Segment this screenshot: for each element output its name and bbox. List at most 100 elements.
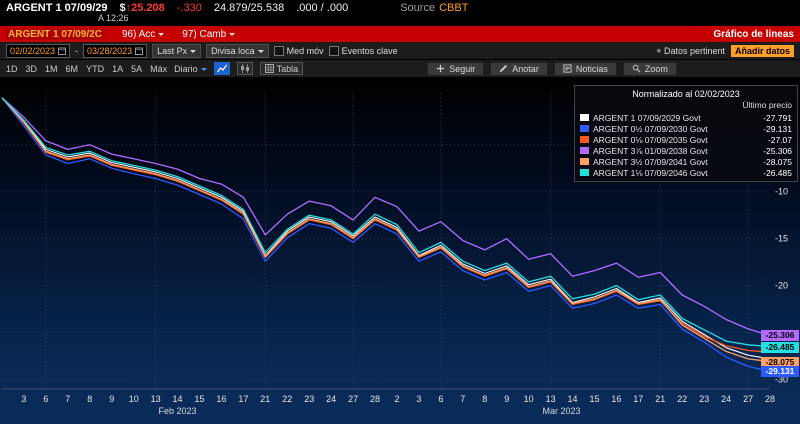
plus-icon xyxy=(436,64,445,73)
x-axis-tick-label: 10 xyxy=(129,394,139,404)
menu-97-cambiar[interactable]: 97) Camb xyxy=(182,29,235,40)
table-icon xyxy=(264,64,274,73)
range-button-3d[interactable]: 3D xyxy=(25,63,38,74)
x-axis-tick-label: 16 xyxy=(611,394,621,404)
x-axis-tick-label: 22 xyxy=(282,394,292,404)
series-color-swatch-icon xyxy=(580,136,589,143)
magnifier-icon xyxy=(632,64,641,73)
chart-area: 3 6 7 8 9 10 13 14 15 16 17 21 22 23 24 27 28 2 3 6 7 8 9 10 13 1… xyxy=(0,77,800,424)
source-label: Source xyxy=(400,2,436,14)
date-from-value: 02/02/2023 xyxy=(10,45,56,56)
last-price-badge: -28.075 xyxy=(761,357,799,368)
x-axis-tick-label: 14 xyxy=(567,394,577,404)
range-button-ytd[interactable]: YTD xyxy=(86,63,105,74)
x-axis-month-label: Feb 2023 xyxy=(158,406,196,416)
range-button-1d[interactable]: 1D xyxy=(6,63,18,74)
x-axis-tick-label: 14 xyxy=(172,394,182,404)
x-axis-tick-label: 21 xyxy=(260,394,270,404)
legend-rows: ARGENT 1 07/09/2029 Govt -27.791 ARGENT 0½… xyxy=(580,112,792,178)
date-to-input[interactable]: 03/28/2023 xyxy=(83,43,148,58)
x-axis-tick-label: 13 xyxy=(546,394,556,404)
button-label: Seguir xyxy=(449,63,476,74)
x-axis-tick-label: 8 xyxy=(87,394,92,404)
screen-title: Gráfico de líneas xyxy=(713,28,794,40)
noticias-button[interactable]: Noticias xyxy=(553,61,617,76)
date-separator: - xyxy=(75,45,79,56)
legend-row[interactable]: ARGENT 0⅛ 07/09/2035 Govt -27.07 xyxy=(580,134,792,145)
series-line-0 xyxy=(1,97,771,360)
legend-last-price: -27.791 xyxy=(763,112,792,123)
button-label: Zoom xyxy=(644,63,668,74)
checkbox-icon xyxy=(273,45,284,56)
x-axis-tick-label: 27 xyxy=(348,394,358,404)
add-data-button[interactable]: Añadir datos xyxy=(730,44,794,57)
series-color-swatch-icon xyxy=(580,114,589,121)
legend-row[interactable]: ARGENT 3½ 07/09/2041 Govt -28.075 xyxy=(580,156,792,167)
quote-source: Source CBBT xyxy=(400,2,468,14)
moving-average-toggle[interactable]: Med móv xyxy=(273,45,324,56)
button-label: Anotar xyxy=(512,63,539,74)
legend-last-price: -25.306 xyxy=(763,145,792,156)
table-button[interactable]: Tabla xyxy=(259,62,304,75)
range-button-mx[interactable]: Máx xyxy=(150,63,168,74)
series-color-swatch-icon xyxy=(580,125,589,132)
frequency-dropdown[interactable]: Diario xyxy=(174,64,207,74)
anotar-button[interactable]: Anotar xyxy=(490,61,548,76)
seguir-button[interactable]: Seguir xyxy=(427,61,485,76)
x-axis-tick-label: 13 xyxy=(151,394,161,404)
chart-plot-area[interactable]: 3 6 7 8 9 10 13 14 15 16 17 21 22 23 24 27 28 2 3 6 7 8 9 10 13 1… xyxy=(0,77,800,424)
legend-row[interactable]: ARGENT 3⅞ 01/09/2038 Govt -25.306 xyxy=(580,145,792,156)
x-axis-tick-label: 10 xyxy=(524,394,534,404)
legend-row[interactable]: ARGENT 1 07/09/2029 Govt -27.791 xyxy=(580,112,792,123)
legend-row[interactable]: ARGENT 0½ 07/09/2030 Govt -29.131 xyxy=(580,123,792,134)
y-axis-label: -10 xyxy=(775,187,788,197)
legend-series-name: ARGENT 0⅛ 07/09/2035 Govt xyxy=(593,134,708,145)
function-title-bar: ARGENT 1 07/09/2C 96) Acc 97) Camb Gráfi… xyxy=(0,26,800,42)
series-line-3 xyxy=(1,97,771,337)
related-data-link[interactable]: + Datos pertinent xyxy=(656,45,725,56)
quote-bid-ask: 24.879/25.538 xyxy=(213,2,285,14)
x-axis-tick-label: 9 xyxy=(109,394,114,404)
legend-row[interactable]: ARGENT 1⅛ 07/09/2046 Govt -26.485 xyxy=(580,167,792,178)
range-button-6m[interactable]: 6M xyxy=(65,63,79,74)
candle-chart-type-button[interactable] xyxy=(236,62,253,75)
range-button-5a[interactable]: 5A xyxy=(131,63,143,74)
chart-legend: Normalizado al 02/02/2023 Último precio … xyxy=(574,85,798,182)
price-type-dropdown[interactable]: Last Px xyxy=(152,43,202,58)
pencil-icon xyxy=(499,64,508,73)
series-line-1 xyxy=(1,97,771,373)
x-axis-tick-label: 17 xyxy=(238,394,248,404)
moving-average-label: Med móv xyxy=(286,45,324,56)
chart-action-buttons: Seguir Anotar Noticias Zoom xyxy=(427,61,677,76)
titlebar-security[interactable]: ARGENT 1 07/09/2C xyxy=(6,28,104,40)
legend-series-name: ARGENT 3½ 07/09/2041 Govt xyxy=(593,156,708,167)
calendar-icon xyxy=(58,47,67,55)
last-price-badge: -25.306 xyxy=(761,330,799,341)
x-axis-tick-label: 28 xyxy=(370,394,380,404)
x-axis-tick-label: 3 xyxy=(21,394,26,404)
x-axis-tick-label: 3 xyxy=(416,394,421,404)
x-axis-tick-label: 7 xyxy=(460,394,465,404)
news-icon xyxy=(563,64,572,73)
x-axis-tick-label: 16 xyxy=(216,394,226,404)
series-color-swatch-icon xyxy=(580,147,589,154)
quote-yield-pair: .000 / .000 xyxy=(296,2,349,14)
source-value: CBBT xyxy=(439,2,469,14)
range-buttons: 1D 3D 1M 6M YTD 1A 5A Máx xyxy=(6,64,167,74)
key-events-toggle[interactable]: Eventos clave xyxy=(328,45,398,56)
date-from-input[interactable]: 02/02/2023 xyxy=(6,43,71,58)
line-chart-icon xyxy=(216,64,227,73)
last-price-badge: -29.131 xyxy=(761,366,799,377)
chart-toolbar: 02/02/2023 - 03/28/2023 Last Px Divisa l… xyxy=(0,42,800,60)
legend-series-name: ARGENT 3⅞ 01/09/2038 Govt xyxy=(593,145,708,156)
legend-last-price: -28.075 xyxy=(763,156,792,167)
range-button-1m[interactable]: 1M xyxy=(45,63,58,74)
currency-dropdown[interactable]: Divisa loca xyxy=(206,43,269,58)
menu-96-acciones[interactable]: 96) Acc xyxy=(122,29,164,40)
zoom-button[interactable]: Zoom xyxy=(622,61,677,76)
line-chart-type-button[interactable] xyxy=(213,62,230,75)
range-button-1a[interactable]: 1A xyxy=(112,63,124,74)
candlestick-icon xyxy=(240,64,249,73)
series-line-2 xyxy=(1,97,771,353)
